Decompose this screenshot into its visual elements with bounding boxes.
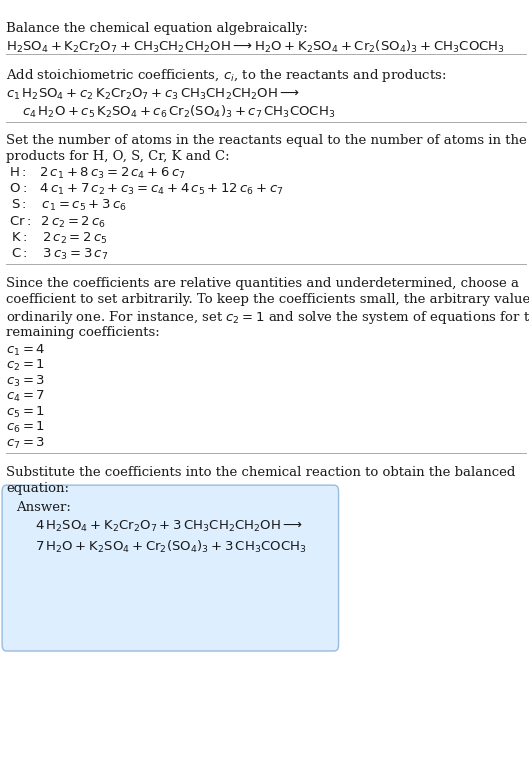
Text: $\mathrm{C{:}} \quad 3\,c_3 = 3\,c_7$: $\mathrm{C{:}} \quad 3\,c_3 = 3\,c_7$ [11, 247, 108, 262]
Text: Set the number of atoms in the reactants equal to the number of atoms in the: Set the number of atoms in the reactants… [6, 134, 527, 147]
Text: Answer:: Answer: [16, 501, 71, 514]
Text: ordinarily one. For instance, set $c_2 = 1$ and solve the system of equations fo: ordinarily one. For instance, set $c_2 =… [6, 309, 529, 326]
Text: $c_1 = 4$: $c_1 = 4$ [6, 343, 46, 357]
Text: $\mathrm{H_2SO_4 + K_2Cr_2O_7 + CH_3CH_2CH_2OH \longrightarrow H_2O + K_2SO_4 + : $\mathrm{H_2SO_4 + K_2Cr_2O_7 + CH_3CH_2… [6, 39, 505, 55]
Text: Balance the chemical equation algebraically:: Balance the chemical equation algebraica… [6, 22, 308, 35]
Text: Substitute the coefficients into the chemical reaction to obtain the balanced: Substitute the coefficients into the che… [6, 466, 516, 479]
Text: $c_7 = 3$: $c_7 = 3$ [6, 436, 45, 450]
Text: $c_4\,\mathrm{H_2O} + c_5\,\mathrm{K_2SO_4} + c_6\,\mathrm{Cr_2(SO_4)_3} + c_7\,: $c_4\,\mathrm{H_2O} + c_5\,\mathrm{K_2SO… [22, 104, 335, 120]
Text: $c_5 = 1$: $c_5 = 1$ [6, 405, 45, 419]
Text: remaining coefficients:: remaining coefficients: [6, 326, 160, 339]
Text: $c_6 = 1$: $c_6 = 1$ [6, 420, 45, 435]
Text: $c_2 = 1$: $c_2 = 1$ [6, 358, 45, 373]
Text: Add stoichiometric coefficients, $c_i$, to the reactants and products:: Add stoichiometric coefficients, $c_i$, … [6, 67, 446, 84]
Text: $\mathrm{Cr{:}} \;\; 2\,c_2 = 2\,c_6$: $\mathrm{Cr{:}} \;\; 2\,c_2 = 2\,c_6$ [9, 215, 106, 229]
FancyBboxPatch shape [2, 485, 339, 651]
Text: equation:: equation: [6, 482, 69, 495]
Text: $c_4 = 7$: $c_4 = 7$ [6, 389, 45, 404]
Text: $c_3 = 3$: $c_3 = 3$ [6, 374, 45, 388]
Text: coefficient to set arbitrarily. To keep the coefficients small, the arbitrary va: coefficient to set arbitrarily. To keep … [6, 293, 529, 306]
Text: $\mathrm{H{:}} \;\;\; 2\,c_1 + 8\,c_3 = 2\,c_4 + 6\,c_7$: $\mathrm{H{:}} \;\;\; 2\,c_1 + 8\,c_3 = … [9, 166, 186, 181]
Text: products for H, O, S, Cr, K and C:: products for H, O, S, Cr, K and C: [6, 150, 230, 164]
Text: $c_1\,\mathrm{H_2SO_4} + c_2\,\mathrm{K_2Cr_2O_7} + c_3\,\mathrm{CH_3CH_2CH_2OH}: $c_1\,\mathrm{H_2SO_4} + c_2\,\mathrm{K_… [6, 87, 300, 102]
Text: $7\,\mathrm{H_2O} + \mathrm{K_2SO_4} + \mathrm{Cr_2(SO_4)_3} + 3\,\mathrm{CH_3CO: $7\,\mathrm{H_2O} + \mathrm{K_2SO_4} + \… [35, 539, 307, 555]
Text: $\mathrm{O{:}} \;\;\; 4\,c_1 + 7\,c_2 + c_3 = c_4 + 4\,c_5 + 12\,c_6 + c_7$: $\mathrm{O{:}} \;\;\; 4\,c_1 + 7\,c_2 + … [9, 182, 284, 197]
Text: $\mathrm{K{:}} \quad 2\,c_2 = 2\,c_5$: $\mathrm{K{:}} \quad 2\,c_2 = 2\,c_5$ [11, 231, 107, 246]
Text: Since the coefficients are relative quantities and underdetermined, choose a: Since the coefficients are relative quan… [6, 277, 519, 290]
Text: $\mathrm{S{:}} \quad c_1 = c_5 + 3\,c_6$: $\mathrm{S{:}} \quad c_1 = c_5 + 3\,c_6$ [11, 198, 126, 213]
Text: $4\,\mathrm{H_2SO_4} + \mathrm{K_2Cr_2O_7} + 3\,\mathrm{CH_3CH_2CH_2OH} \longrig: $4\,\mathrm{H_2SO_4} + \mathrm{K_2Cr_2O_… [35, 519, 304, 534]
